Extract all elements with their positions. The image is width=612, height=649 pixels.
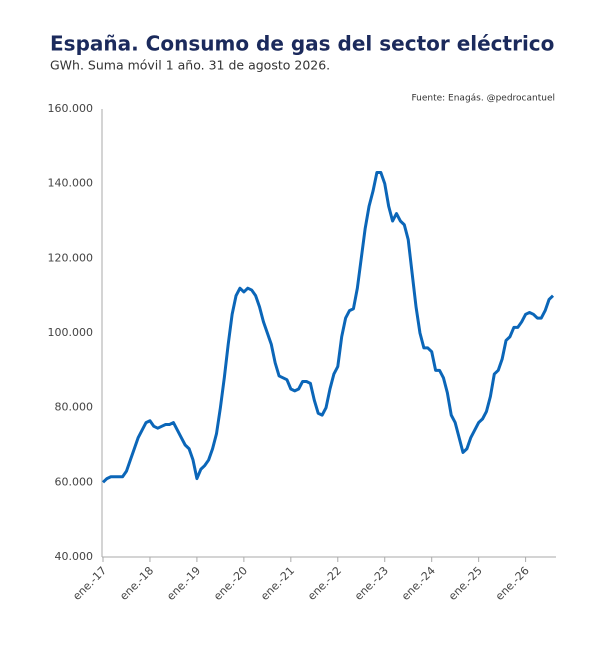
x-tick-label: ene.-24 (399, 564, 438, 603)
x-tick-label: ene.-25 (446, 564, 485, 603)
x-tick-label: ene.-19 (164, 564, 203, 603)
x-tick-label: ene.-20 (211, 564, 250, 603)
x-tick-label: ene.-17 (70, 564, 109, 603)
y-tick-label: 100.000 (48, 326, 94, 339)
y-tick-label: 140.000 (48, 177, 94, 190)
x-tick-label: ene.-22 (305, 564, 344, 603)
x-tick-label: ene.-26 (493, 564, 532, 603)
x-tick-label: ene.-21 (258, 564, 297, 603)
y-tick-label: 160.000 (48, 102, 94, 115)
y-tick-label: 80.000 (55, 401, 94, 414)
chart-subtitle: GWh. Suma móvil 1 año. 31 de agosto 2026… (50, 58, 330, 73)
source-note: Fuente: Enagás. @pedrocantuel (411, 94, 555, 104)
y-tick-label: 40.000 (55, 550, 94, 563)
x-tick-label: ene.-23 (352, 564, 391, 603)
x-tick-label: ene.-18 (117, 564, 156, 603)
chart-title: España. Consumo de gas del sector eléctr… (50, 32, 554, 56)
y-tick-label: 120.000 (48, 251, 94, 264)
data-line (101, 170, 555, 484)
y-tick-label: 60.000 (55, 475, 94, 488)
